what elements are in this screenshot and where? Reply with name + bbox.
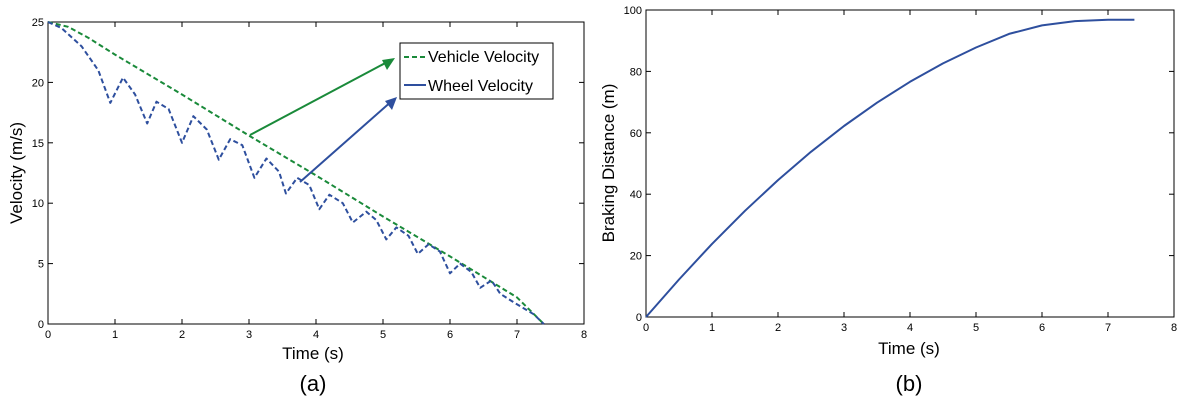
x-tick-label-a: 8 [581,329,587,341]
y-axis-label-b: Braking Distance (m) [599,84,618,243]
x-tick-label-a: 7 [514,329,520,341]
x-tick-label-a: 4 [313,329,319,341]
x-tick-label-a: 0 [45,329,51,341]
x-tick-label-b: 6 [1039,322,1045,334]
y-tick-label-a: 25 [32,17,44,29]
y-tick-label-a: 0 [38,319,44,331]
y-tick-label-b: 20 [630,251,642,263]
x-tick-label-b: 0 [643,322,649,334]
x-tick-label-a: 1 [112,329,118,341]
x-tick-label-b: 2 [775,322,781,334]
y-tick-label-a: 10 [32,198,44,210]
y-tick-label-b: 80 [630,66,642,78]
series-group-b [645,18,1135,318]
y-tick-label-b: 60 [630,128,642,140]
x-tick-label-a: 3 [246,329,252,341]
panel-label-a: (a) [300,371,327,396]
x-tick-label-b: 3 [841,322,847,334]
panel-label-b: (b) [896,371,923,396]
tick-group-a: 0 1 2 3 4 5 6 7 8 0 5 10 15 20 25 [32,17,587,341]
chart-a: 0 1 2 3 4 5 6 7 8 0 5 10 15 20 25 Vehicle Velocity Whe… [7,17,587,396]
legend-box [399,42,554,100]
y-tick-label-a: 15 [32,138,44,150]
x-tick-label-b: 8 [1171,322,1177,334]
arrowhead-wheel [385,97,397,110]
series-line-a-0 [47,21,545,325]
x-axis-label-b: Time (s) [878,339,940,358]
series-line-b-0 [645,18,1135,318]
legend-label-wheel: Wheel Velocity [428,78,533,95]
x-tick-label-b: 7 [1105,322,1111,334]
y-tick-label-a: 5 [38,259,44,271]
legend: Vehicle Velocity Wheel Velocity [399,42,554,100]
y-tick-label-b: 0 [636,312,642,324]
arrowhead-vehicle [382,58,395,70]
x-tick-label-b: 4 [907,322,913,334]
x-tick-label-a: 6 [447,329,453,341]
x-tick-label-a: 2 [179,329,185,341]
series-line-a-1 [47,21,545,325]
x-tick-label-b: 5 [973,322,979,334]
x-tick-label-b: 1 [709,322,715,334]
annotation-arrows [249,58,397,183]
y-axis-label-a: Velocity (m/s) [7,122,26,224]
arrow-wheel [299,99,394,183]
y-tick-label-b: 100 [624,5,642,17]
series-group-a [47,21,545,325]
plot-frame-b [645,9,1175,318]
y-tick-label-b: 40 [630,189,642,201]
arrow-vehicle [249,59,392,136]
y-tick-label-a: 20 [32,77,44,89]
x-tick-label-a: 5 [380,329,386,341]
x-axis-label-a: Time (s) [282,344,344,363]
legend-label-vehicle: Vehicle Velocity [428,49,539,66]
